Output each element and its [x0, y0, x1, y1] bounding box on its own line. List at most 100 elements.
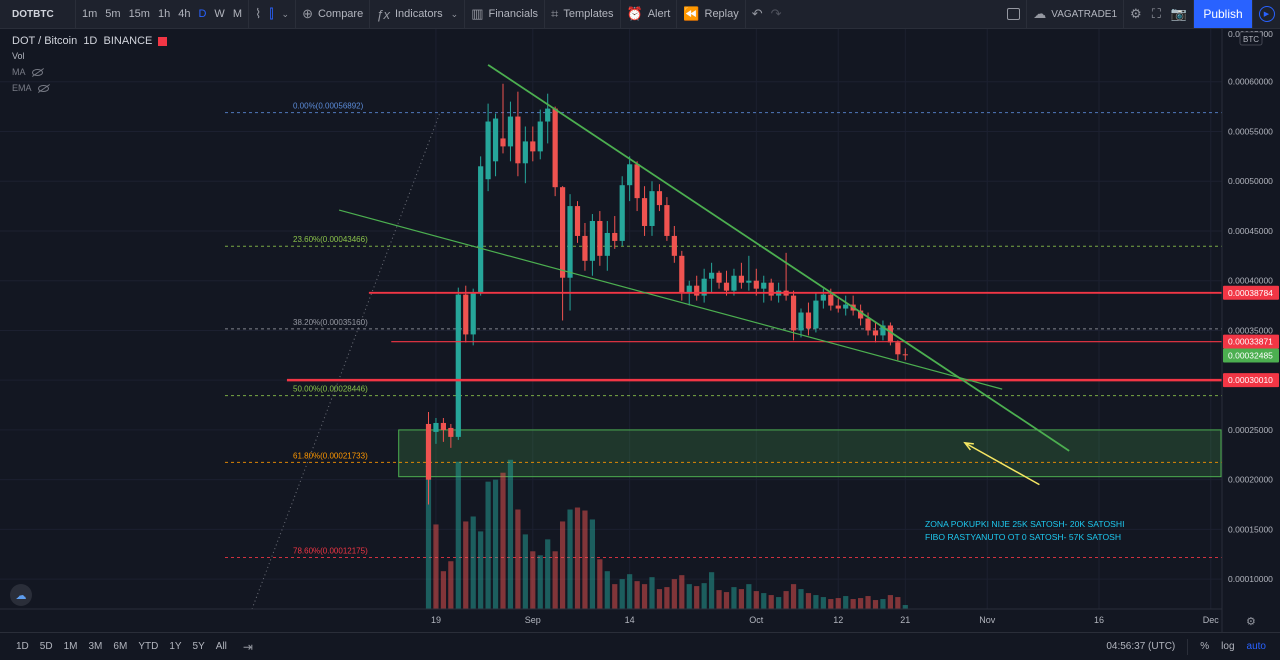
volume-bar: [709, 572, 715, 609]
time-axis-tick: Oct: [749, 615, 764, 625]
range-1y[interactable]: 1Y: [169, 641, 182, 652]
annotation-text: ZONA POKUPKI NIJE 25K SATOSH- 20K SATOSH…: [925, 519, 1124, 529]
volume-bar: [768, 595, 774, 609]
interval-5m[interactable]: 5m: [105, 8, 121, 20]
camera-icon[interactable]: 📷: [1170, 6, 1187, 21]
volume-bar: [574, 507, 581, 609]
volume-bar: [545, 539, 551, 609]
candle-body: [448, 427, 454, 437]
alert-button[interactable]: ⏰ Alert: [627, 6, 671, 22]
chevron-down-icon[interactable]: ⌄: [281, 8, 290, 19]
gear-icon[interactable]: ⚙: [1130, 6, 1142, 21]
volume-bar: [455, 461, 461, 609]
candles-icon[interactable]: ⫿: [269, 6, 274, 21]
volume-bar: [492, 479, 499, 609]
candle-body: [634, 164, 640, 199]
top-toolbar: DOTBTC 1m 5m 15m 1h 4h D W M ⌇ ⫿ ⌄ ⊕ Compare ƒx I…: [0, 0, 1280, 29]
volume-bar: [805, 593, 812, 609]
volume-bar: [530, 551, 536, 609]
range-ytd[interactable]: YTD: [138, 641, 159, 652]
utc-clock[interactable]: 04:56:37 (UTC): [1106, 641, 1176, 652]
volume-bar: [887, 595, 893, 609]
flag-icon[interactable]: [158, 36, 168, 46]
legend-title-row[interactable]: DOT / Bitcoin 1D BINANCE: [12, 35, 168, 47]
redo-icon[interactable]: ↷: [770, 6, 782, 21]
interval-1h[interactable]: 1h: [157, 8, 171, 20]
log-toggle[interactable]: log: [1221, 641, 1235, 652]
publish-label: Publish: [1203, 7, 1243, 21]
volume-bar: [664, 587, 670, 609]
tradingview-logo-icon[interactable]: ☁: [10, 584, 32, 606]
indicators-button[interactable]: ƒx Indicators: [376, 7, 442, 22]
publish-button[interactable]: Publish: [1194, 0, 1252, 28]
calendar-goto-icon[interactable]: ⇥: [242, 639, 253, 654]
eye-hidden-icon[interactable]: [37, 84, 49, 92]
publish-play-button[interactable]: ▶: [1252, 0, 1280, 28]
chart-area[interactable]: DOT / Bitcoin 1D BINANCE Vol MA EMA 0.00…: [0, 29, 1280, 632]
price-label-background: [1223, 285, 1279, 300]
price-label-background: [1223, 373, 1279, 388]
account-button[interactable]: ☁ VAGATRADE1: [1033, 6, 1117, 22]
candle-body: [709, 272, 715, 279]
range-1m[interactable]: 1M: [63, 641, 78, 652]
chevron-down-icon[interactable]: ⌄: [450, 8, 459, 19]
currency-badge-label: BTC: [1243, 35, 1259, 44]
volume-bar: [835, 598, 841, 609]
candle-body: [731, 275, 737, 291]
legend-ema[interactable]: EMA: [12, 83, 167, 93]
range-5y[interactable]: 5Y: [192, 641, 205, 652]
divider: [1187, 638, 1189, 655]
volume-bar: [790, 584, 797, 609]
layout-square-icon[interactable]: [1007, 8, 1021, 20]
volume-bar: [463, 521, 469, 609]
function-icon: ƒx: [376, 6, 390, 22]
interval-d[interactable]: D: [198, 8, 207, 20]
candle-body: [694, 285, 700, 296]
interval-m[interactable]: M: [232, 8, 242, 20]
range-1d[interactable]: 1D: [16, 641, 29, 652]
percent-toggle[interactable]: %: [1200, 641, 1210, 652]
range-5d[interactable]: 5D: [39, 641, 53, 652]
symbol-search-button[interactable]: DOTBTC: [0, 0, 76, 28]
templates-label: Templates: [563, 8, 614, 20]
volume-bar: [597, 559, 603, 609]
candle-body: [478, 166, 484, 293]
legend-ma[interactable]: MA: [12, 67, 167, 77]
annotation-arrow: [964, 442, 1040, 486]
axis-settings-gear-icon: ⚙: [1246, 616, 1256, 628]
price-axis-tick: 0.00050000: [1228, 176, 1273, 186]
auto-toggle[interactable]: auto: [1246, 641, 1266, 652]
volume-bar: [582, 510, 588, 609]
volume-bar: [865, 596, 871, 609]
range-3m[interactable]: 3M: [88, 641, 103, 652]
legend-vol[interactable]: Vol: [12, 51, 167, 61]
undo-icon[interactable]: ↶: [751, 6, 763, 21]
interval-15m[interactable]: 15m: [128, 8, 150, 20]
templates-button[interactable]: ⌗ Templates: [551, 6, 613, 22]
volume-bar: [522, 534, 528, 609]
candle-body: [738, 275, 744, 283]
chart-canvas[interactable]: 0.00%(0.00056892) 23.60%(0.00043466) 38.20…: [0, 29, 1280, 632]
candle-body: [552, 108, 558, 188]
replay-button[interactable]: ⏪ Replay: [683, 6, 738, 22]
candle-body: [545, 108, 551, 122]
interval-1m[interactable]: 1m: [82, 8, 98, 20]
indicators-label: Indicators: [394, 8, 443, 20]
fullscreen-icon[interactable]: ⛶: [1151, 6, 1161, 21]
chart-type-group: ⌇ ⫿ ⌄: [249, 0, 297, 28]
range-6m[interactable]: 6M: [113, 641, 128, 652]
compare-button[interactable]: ⊕ Compare: [302, 6, 363, 22]
line-chart-icon[interactable]: ⌇: [254, 6, 262, 21]
price-axis-tick: 0.00025000: [1228, 425, 1273, 435]
eye-hidden-icon[interactable]: [31, 68, 43, 76]
time-axis-tick: 19: [431, 615, 441, 625]
candle-body: [455, 294, 461, 437]
volume-bar: [649, 577, 655, 609]
interval-4h[interactable]: 4h: [178, 8, 191, 20]
financials-button[interactable]: ▥ Financials: [471, 6, 538, 22]
alarm-clock-icon: ⏰: [626, 6, 643, 21]
interval-w[interactable]: W: [214, 8, 225, 20]
range-all[interactable]: All: [215, 641, 227, 652]
volume-bar: [731, 587, 737, 609]
volume-bar: [820, 597, 826, 609]
